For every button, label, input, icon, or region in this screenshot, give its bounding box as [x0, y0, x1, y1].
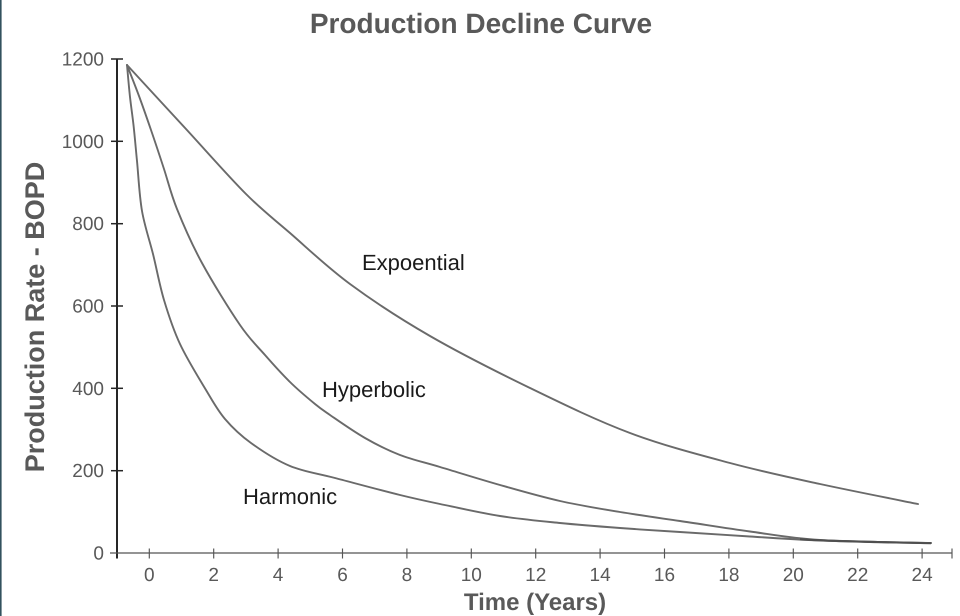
- svg-text:8: 8: [402, 565, 413, 586]
- svg-text:14: 14: [590, 565, 612, 586]
- svg-text:0: 0: [93, 544, 104, 565]
- svg-text:10: 10: [461, 565, 482, 586]
- svg-text:400: 400: [72, 379, 104, 400]
- svg-text:Time (Years): Time (Years): [464, 589, 606, 616]
- svg-text:4: 4: [273, 565, 284, 586]
- svg-text:Hyperbolic: Hyperbolic: [322, 377, 426, 402]
- svg-text:200: 200: [72, 461, 104, 482]
- svg-text:1000: 1000: [62, 132, 104, 153]
- svg-text:Production Rate - BOPD: Production Rate - BOPD: [20, 162, 50, 473]
- svg-text:24: 24: [912, 565, 934, 586]
- svg-text:16: 16: [654, 565, 675, 586]
- svg-text:800: 800: [72, 214, 104, 235]
- svg-text:2: 2: [208, 565, 219, 586]
- svg-text:0: 0: [144, 565, 155, 586]
- svg-text:22: 22: [847, 565, 868, 586]
- svg-text:Harmonic: Harmonic: [243, 484, 337, 509]
- svg-text:1200: 1200: [62, 50, 104, 71]
- svg-text:18: 18: [718, 565, 739, 586]
- svg-text:Production Decline Curve: Production Decline Curve: [310, 8, 652, 39]
- svg-text:6: 6: [337, 565, 348, 586]
- svg-text:12: 12: [525, 565, 546, 586]
- svg-text:Expoential: Expoential: [362, 250, 465, 275]
- svg-text:20: 20: [783, 565, 804, 586]
- svg-text:600: 600: [72, 297, 104, 318]
